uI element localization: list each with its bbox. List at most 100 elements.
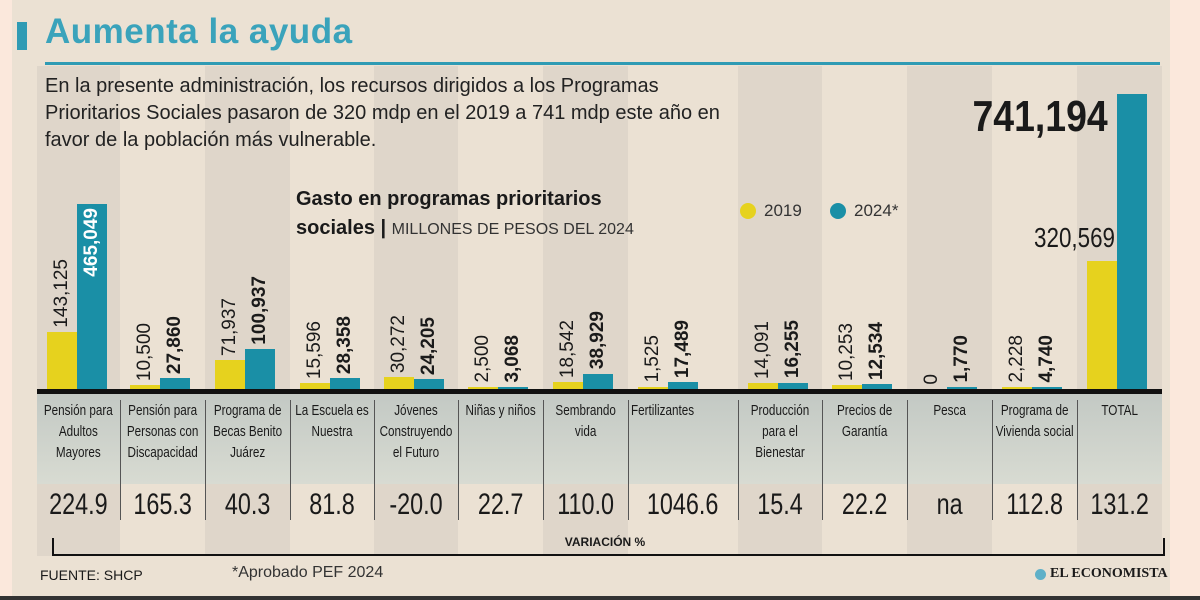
category-label: Pesca [933, 402, 966, 419]
variation-value: 22.2 [841, 488, 888, 521]
value-label-2019: 1,525 [642, 335, 663, 383]
category-label: Producción para el Bienestar [750, 402, 810, 461]
source-text: FUENTE: SHCP [40, 567, 143, 583]
bar-2019 [300, 382, 330, 389]
bar-2024 [1117, 94, 1147, 389]
bar-2019 [638, 387, 668, 389]
variation-label: VARIACIÓN % [564, 535, 646, 549]
bar-2024 [778, 382, 808, 389]
variation-value: 112.8 [1006, 488, 1063, 521]
value-label-2024: 4,740 [1036, 335, 1057, 383]
value-label-2019: 10,253 [836, 322, 857, 381]
value-label-2024: 24,205 [418, 317, 439, 376]
column-divider [374, 400, 375, 520]
variation-value: 131.2 [1090, 488, 1149, 521]
x-axis-line [37, 389, 1162, 394]
category-label: Sembrando vida [555, 402, 616, 440]
logo-icon [1035, 568, 1046, 580]
bar-2024 [1032, 387, 1062, 389]
column-divider [628, 400, 629, 520]
legend-label: 2019 [764, 201, 802, 220]
bar-2024 [947, 387, 977, 389]
column-divider [205, 400, 206, 520]
total-2019-label: 320,569 [1034, 222, 1115, 253]
variation-value: 81.8 [309, 488, 355, 521]
variation-value: 22.7 [477, 488, 524, 521]
variation-value: 110.0 [557, 488, 614, 521]
column-divider [1077, 400, 1078, 520]
logo-text: EL ECONOMISTA [1050, 566, 1168, 581]
category-label: TOTAL [1101, 402, 1138, 419]
page-title: Aumenta la ayuda [45, 12, 353, 51]
chart-title: Gasto en programas prioritarios [296, 188, 602, 210]
column-divider [738, 400, 739, 520]
value-label-2019: 10,500 [134, 322, 155, 381]
total-2024-label: 741,194 [972, 92, 1108, 141]
column-divider [907, 400, 908, 520]
legend-swatch-2024 [830, 203, 846, 219]
category-label-band [37, 394, 1162, 484]
legend-label: 2024* [854, 201, 899, 220]
bottom-rule [0, 596, 1200, 600]
variation-value: na [936, 488, 963, 521]
lead-paragraph: En la presente administración, los recur… [45, 75, 720, 151]
value-label-2019: 30,272 [388, 314, 409, 373]
bar-2019 [1002, 387, 1032, 389]
legend-item-2019: 2019 [740, 201, 802, 221]
variation-value: 165.3 [133, 488, 192, 521]
bar-2024 [160, 377, 190, 389]
bar-2024 [862, 384, 892, 389]
column-divider [543, 400, 544, 520]
chart-title-continued: sociales | [296, 217, 392, 239]
bar-2024 [77, 203, 107, 389]
column-divider [290, 400, 291, 520]
column-divider [458, 400, 459, 520]
footnote: *Aprobado PEF 2024 [232, 564, 384, 581]
bar-2019 [384, 376, 414, 389]
bar-2024 [668, 382, 698, 389]
value-label-2024: 465,049 [81, 207, 102, 277]
value-label-2019: 71,937 [219, 298, 240, 357]
logo: EL ECONOMISTA [1035, 566, 1168, 582]
column-divider [822, 400, 823, 520]
column-divider [992, 400, 993, 520]
column-divider [120, 400, 121, 520]
category-label: Programa de Becas Benito Juárez [213, 402, 282, 461]
value-label-2019: 0 [921, 374, 942, 385]
category-label: La Escuela es Nuestra [295, 402, 369, 440]
value-label-2024: 38,929 [587, 311, 608, 370]
bar-2024 [414, 379, 444, 389]
category-label: Niñas y niños [465, 402, 536, 419]
chart-units: MILLONES DE PESOS DEL 2024 [391, 221, 634, 238]
variation-value: 15.4 [757, 488, 803, 521]
category-label: Pensión para Adultos Mayores [44, 402, 113, 461]
title-rule [45, 62, 1160, 65]
variation-value: 224.9 [49, 488, 108, 521]
value-label-2024: 16,255 [782, 320, 803, 379]
legend-item-2024: 2024* [830, 201, 898, 221]
value-label-2019: 2,500 [472, 335, 493, 383]
variation-value: 1046.6 [647, 488, 719, 521]
bar-2024 [498, 387, 528, 389]
bar-2024 [583, 373, 613, 389]
value-label-2024: 27,860 [164, 315, 185, 374]
bar-2019 [748, 383, 778, 389]
value-label-2019: 18,542 [557, 319, 578, 378]
variation-value: 40.3 [224, 488, 271, 521]
title-marker [17, 22, 27, 50]
category-label: Pensión para Personas con Discapacidad [126, 402, 199, 461]
value-label-2024: 17,489 [672, 319, 693, 379]
value-label-2024: 100,937 [249, 276, 270, 345]
bar-2019 [130, 384, 160, 389]
bar-2019 [468, 387, 498, 389]
value-label-2024: 1,770 [951, 335, 972, 383]
bar-2019 [215, 360, 245, 389]
value-label-2019: 14,091 [752, 321, 773, 380]
value-label-2024: 28,358 [334, 315, 355, 374]
bar-2019 [553, 381, 583, 389]
bar-2024 [330, 377, 360, 389]
bar-2019 [1087, 261, 1117, 389]
variation-value: -20.0 [389, 488, 443, 521]
value-label-2024: 3,068 [502, 335, 523, 383]
legend-swatch-2019 [740, 203, 756, 219]
